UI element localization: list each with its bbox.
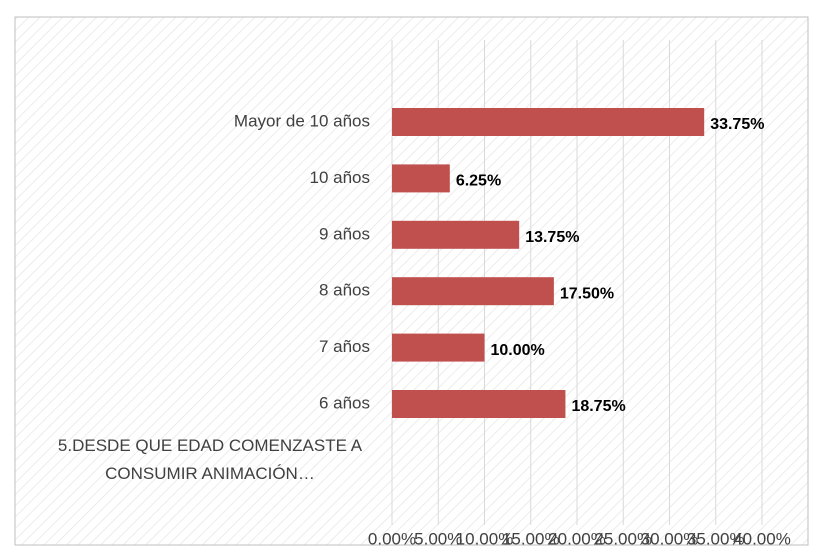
bar — [392, 333, 485, 362]
y-tick-label: 10 años — [310, 168, 371, 187]
x-tick-label: 30.00% — [641, 529, 699, 548]
y-tick-label: Mayor de 10 años — [234, 111, 370, 130]
x-tick-label: 40.00% — [733, 529, 791, 548]
y-tick-label: 7 años — [319, 337, 370, 356]
bar — [392, 277, 554, 306]
data-label: 6.25% — [456, 173, 501, 190]
x-tick-label: 15.00% — [502, 529, 560, 548]
x-tick-label: 35.00% — [687, 529, 745, 548]
data-label: 13.75% — [525, 229, 579, 246]
bar — [392, 164, 450, 193]
x-tick-label: 10.00% — [456, 529, 514, 548]
bar — [392, 390, 566, 418]
bar — [392, 108, 705, 136]
y-tick-label: 9 años — [319, 224, 370, 243]
data-label: 33.75% — [710, 116, 764, 133]
bar — [392, 220, 520, 249]
data-label: 17.50% — [560, 285, 614, 302]
x-tick-label: 0.00% — [368, 529, 416, 548]
y-tick-label: 5.DESDE QUE EDAD COMENZASTE A CONSUMIR A… — [57, 436, 363, 484]
y-tick-label: 6 años — [319, 393, 370, 412]
y-tick-label: 8 años — [319, 281, 370, 300]
x-tick-label: 20.00% — [548, 529, 606, 548]
x-tick-label: 25.00% — [594, 529, 652, 548]
x-tick-label: 5.00% — [414, 529, 462, 548]
data-label: 10.00% — [491, 342, 545, 359]
data-label: 18.75% — [571, 398, 625, 415]
